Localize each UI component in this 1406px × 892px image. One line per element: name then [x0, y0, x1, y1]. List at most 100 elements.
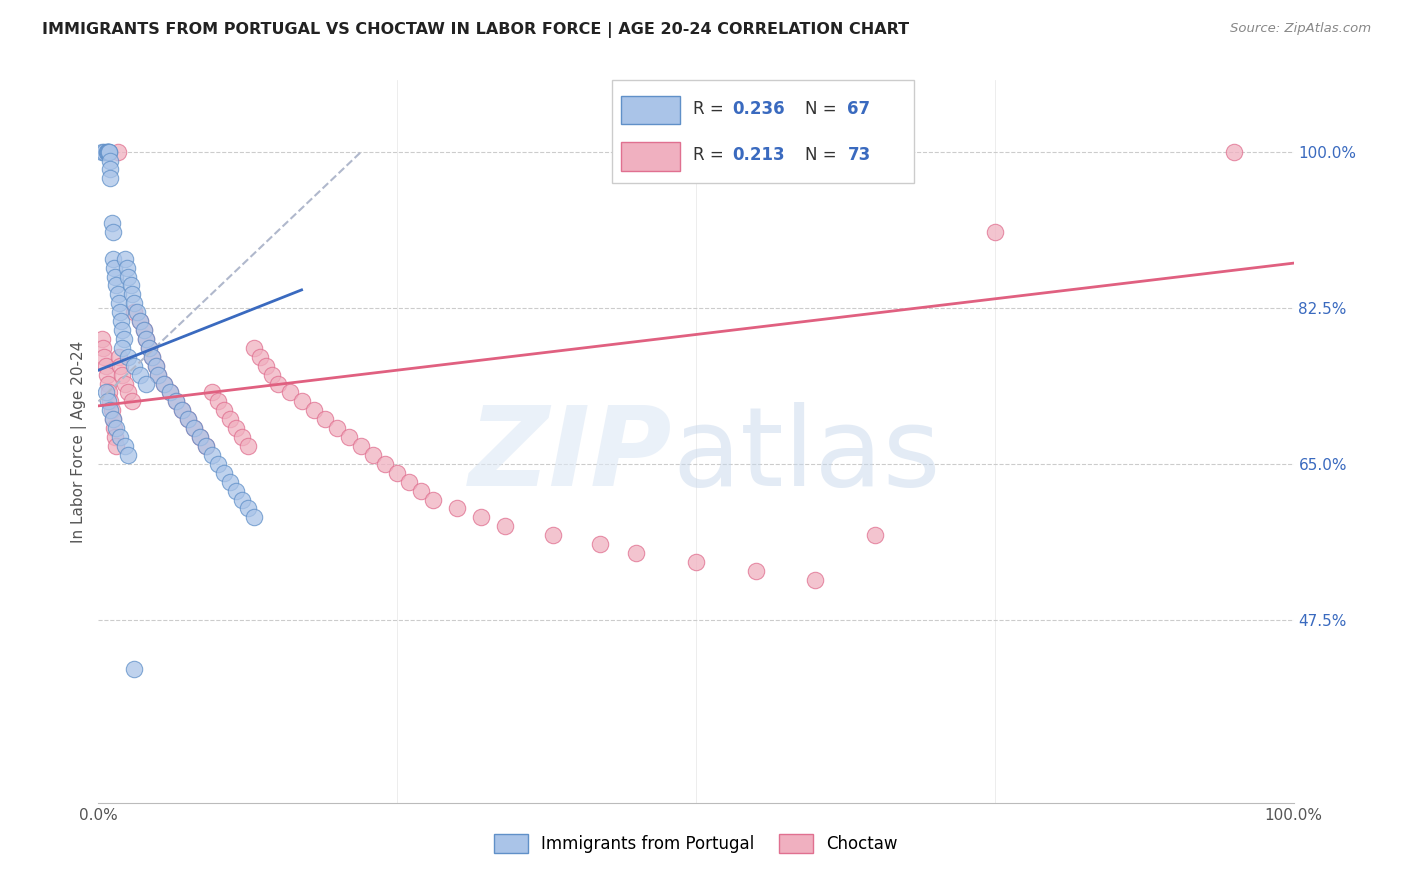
Point	[339, 430, 361, 444]
Point	[249, 350, 271, 364]
Point	[124, 305, 146, 319]
FancyBboxPatch shape	[620, 95, 681, 124]
Point	[225, 483, 247, 498]
Point	[165, 394, 187, 409]
Point	[114, 252, 136, 266]
Point	[129, 368, 152, 382]
Point	[98, 385, 121, 400]
Point	[103, 421, 125, 435]
Point	[98, 153, 122, 168]
Point	[804, 573, 827, 587]
Point	[1223, 145, 1246, 159]
Text: R =: R =	[693, 146, 730, 164]
Point	[117, 350, 139, 364]
Point	[132, 323, 155, 337]
Point	[177, 412, 200, 426]
Point	[101, 252, 124, 266]
Point	[236, 439, 259, 453]
Point	[114, 439, 136, 453]
Point	[97, 145, 120, 159]
Point	[153, 376, 176, 391]
Point	[302, 403, 325, 417]
Point	[470, 510, 492, 524]
Text: 0.213: 0.213	[733, 146, 785, 164]
Point	[385, 466, 409, 480]
Point	[183, 421, 205, 435]
Point	[148, 368, 170, 382]
FancyBboxPatch shape	[612, 80, 914, 183]
Point	[363, 448, 385, 462]
Point	[138, 341, 160, 355]
Point	[541, 528, 564, 542]
Point	[188, 430, 211, 444]
Point	[141, 350, 163, 364]
Point	[107, 296, 129, 310]
Point	[589, 537, 612, 551]
Text: N =: N =	[806, 100, 842, 118]
Point	[104, 430, 127, 444]
Point	[112, 332, 135, 346]
Point	[254, 359, 277, 373]
Point	[129, 314, 152, 328]
Point	[446, 501, 468, 516]
Point	[98, 145, 121, 159]
Point	[207, 394, 229, 409]
Text: 67: 67	[848, 100, 870, 118]
Point	[243, 341, 266, 355]
Point	[326, 421, 349, 435]
Point	[243, 510, 266, 524]
Point	[98, 162, 122, 177]
Point	[101, 412, 124, 426]
Point	[124, 662, 146, 676]
Point	[422, 492, 444, 507]
Text: 73: 73	[848, 146, 870, 164]
Point	[984, 225, 1007, 239]
Point	[104, 269, 127, 284]
Point	[141, 350, 163, 364]
Point	[98, 171, 122, 186]
Point	[97, 145, 120, 159]
Point	[350, 439, 373, 453]
Point	[94, 385, 117, 400]
Point	[108, 430, 131, 444]
Point	[201, 385, 224, 400]
Point	[145, 359, 167, 373]
Point	[96, 368, 118, 382]
Text: 0.236: 0.236	[733, 100, 785, 118]
Point	[132, 323, 155, 337]
Point	[94, 359, 117, 373]
Y-axis label: In Labor Force | Age 20-24: In Labor Force | Age 20-24	[72, 341, 87, 542]
Point	[107, 287, 129, 301]
Point	[103, 260, 125, 275]
Point	[124, 359, 146, 373]
FancyBboxPatch shape	[620, 142, 681, 170]
Point	[138, 341, 160, 355]
Point	[165, 394, 187, 409]
Point	[107, 145, 129, 159]
Point	[195, 439, 218, 453]
Point	[105, 439, 128, 453]
Point	[91, 341, 114, 355]
Point	[98, 145, 121, 159]
Point	[201, 448, 224, 462]
Point	[207, 457, 229, 471]
Point	[145, 359, 167, 373]
Point	[111, 368, 134, 382]
Point	[267, 376, 290, 391]
Point	[97, 376, 120, 391]
Point	[685, 555, 707, 569]
Point	[124, 296, 146, 310]
Text: Source: ZipAtlas.com: Source: ZipAtlas.com	[1230, 22, 1371, 36]
Point	[108, 359, 131, 373]
Point	[129, 314, 152, 328]
Point	[111, 341, 134, 355]
Point	[865, 528, 887, 542]
Point	[107, 350, 129, 364]
Point	[188, 430, 211, 444]
Point	[212, 403, 235, 417]
Point	[96, 145, 118, 159]
Point	[626, 546, 648, 560]
Point	[236, 501, 259, 516]
Point	[91, 332, 114, 346]
Point	[97, 394, 120, 409]
